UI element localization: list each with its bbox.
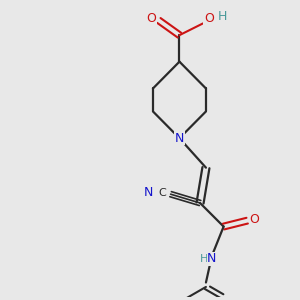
Text: N: N	[144, 186, 153, 199]
Text: O: O	[250, 213, 260, 226]
Text: N: N	[175, 132, 184, 145]
Text: C: C	[158, 188, 166, 198]
Text: O: O	[146, 13, 156, 26]
Text: H: H	[218, 10, 227, 22]
Text: N: N	[207, 252, 217, 266]
Text: H: H	[200, 254, 209, 264]
Text: O: O	[204, 13, 214, 26]
